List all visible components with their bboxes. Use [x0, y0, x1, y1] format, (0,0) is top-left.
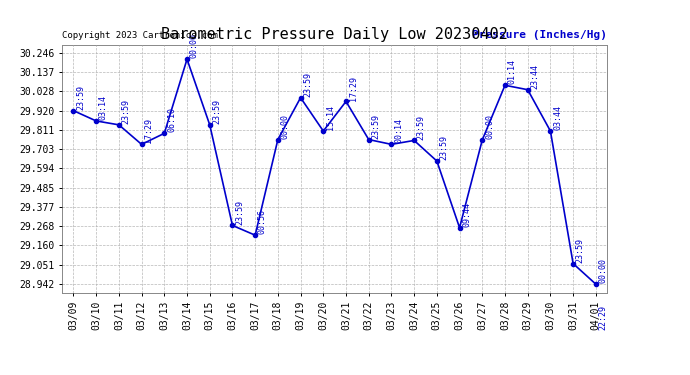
Text: 23:59: 23:59 [304, 72, 313, 97]
Text: 00:14: 00:14 [394, 118, 403, 144]
Text: 23:59: 23:59 [417, 115, 426, 140]
Text: 23:59: 23:59 [121, 99, 130, 124]
Text: 00:56: 00:56 [258, 209, 267, 234]
Text: 23:59: 23:59 [213, 99, 221, 124]
Text: 03:14: 03:14 [99, 95, 108, 120]
Text: 23:59: 23:59 [576, 238, 585, 263]
Title: Barometric Pressure Daily Low 20230402: Barometric Pressure Daily Low 20230402 [161, 27, 508, 42]
Text: 17:29: 17:29 [144, 118, 153, 144]
Text: 01:14: 01:14 [508, 59, 517, 84]
Text: Copyright 2023 Cartronics.com: Copyright 2023 Cartronics.com [62, 31, 218, 40]
Text: 22:29: 22:29 [598, 304, 608, 330]
Text: 00:00: 00:00 [281, 114, 290, 139]
Text: 00:00: 00:00 [598, 258, 608, 283]
Text: 00:00: 00:00 [190, 33, 199, 58]
Text: 17:29: 17:29 [348, 75, 357, 100]
Text: 03:44: 03:44 [553, 105, 562, 130]
Text: 23:59: 23:59 [371, 114, 380, 139]
Text: 00:00: 00:00 [485, 114, 494, 139]
Text: 15:14: 15:14 [326, 105, 335, 130]
Text: 23:59: 23:59 [76, 85, 85, 110]
Text: 06:10: 06:10 [167, 108, 176, 132]
Text: 23:44: 23:44 [531, 64, 540, 89]
Text: Pressure (Inches/Hg): Pressure (Inches/Hg) [472, 30, 607, 40]
Text: 23:59: 23:59 [440, 135, 449, 160]
Text: 23:59: 23:59 [235, 200, 244, 225]
Text: 09:44: 09:44 [462, 202, 471, 227]
